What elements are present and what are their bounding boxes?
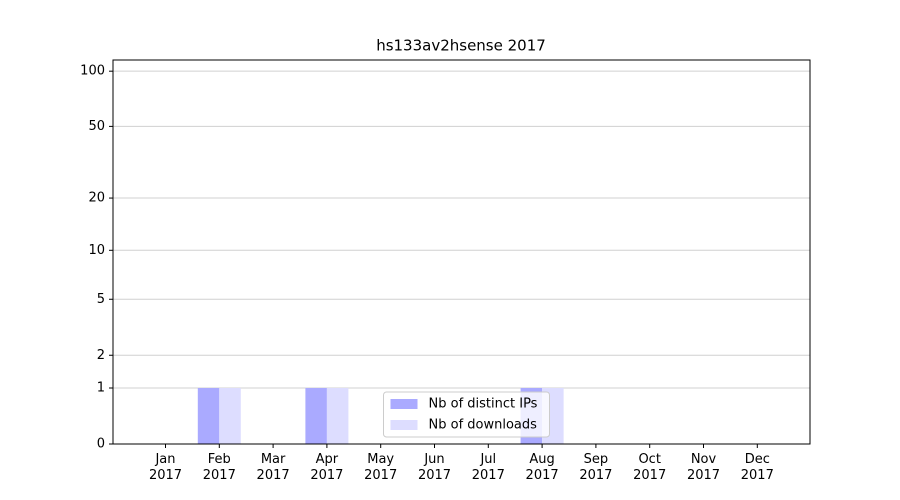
- y-tick-label: 50: [88, 119, 105, 134]
- legend-swatch: [390, 420, 418, 430]
- chart-title: hs133av2hsense 2017: [376, 37, 546, 55]
- y-tick-label: 10: [88, 243, 105, 258]
- legend-label: Nb of downloads: [429, 418, 538, 433]
- x-tick-label: Jun 2017: [417, 452, 452, 483]
- legend-box: [383, 391, 550, 438]
- x-tick-label: Sep 2017: [579, 452, 613, 483]
- bar: [197, 388, 220, 444]
- x-tick-label: Mar 2017: [256, 452, 290, 483]
- y-tick-label: 0: [97, 437, 105, 452]
- bar: [219, 388, 241, 444]
- x-tick-label: Apr 2017: [310, 452, 344, 483]
- bar: [326, 388, 349, 444]
- x-tick-label: May 2017: [364, 452, 398, 483]
- legend-label: Nb of distinct IPs: [429, 397, 538, 412]
- x-tick-label: Aug 2017: [525, 452, 559, 483]
- y-tick-label: 1: [97, 381, 105, 396]
- y-tick-label: 2: [97, 348, 105, 363]
- x-tick-label: Nov 2017: [686, 452, 721, 483]
- y-tick-label: 20: [88, 191, 105, 206]
- legend: Nb of distinct IPs Nb of downloads: [383, 391, 550, 438]
- x-tick-label: Dec 2017: [740, 452, 774, 483]
- bar: [305, 388, 327, 444]
- x-tick-label: Jul 2017: [471, 452, 505, 483]
- y-tick-label: 5: [97, 292, 105, 307]
- x-tick-label: Feb 2017: [202, 452, 236, 483]
- x-tick-label: Oct 2017: [633, 452, 667, 483]
- plot-frame: [112, 59, 811, 445]
- legend-swatch: [390, 399, 418, 409]
- x-tick-label: Jan 2017: [148, 452, 183, 483]
- y-tick-label: 100: [80, 64, 105, 79]
